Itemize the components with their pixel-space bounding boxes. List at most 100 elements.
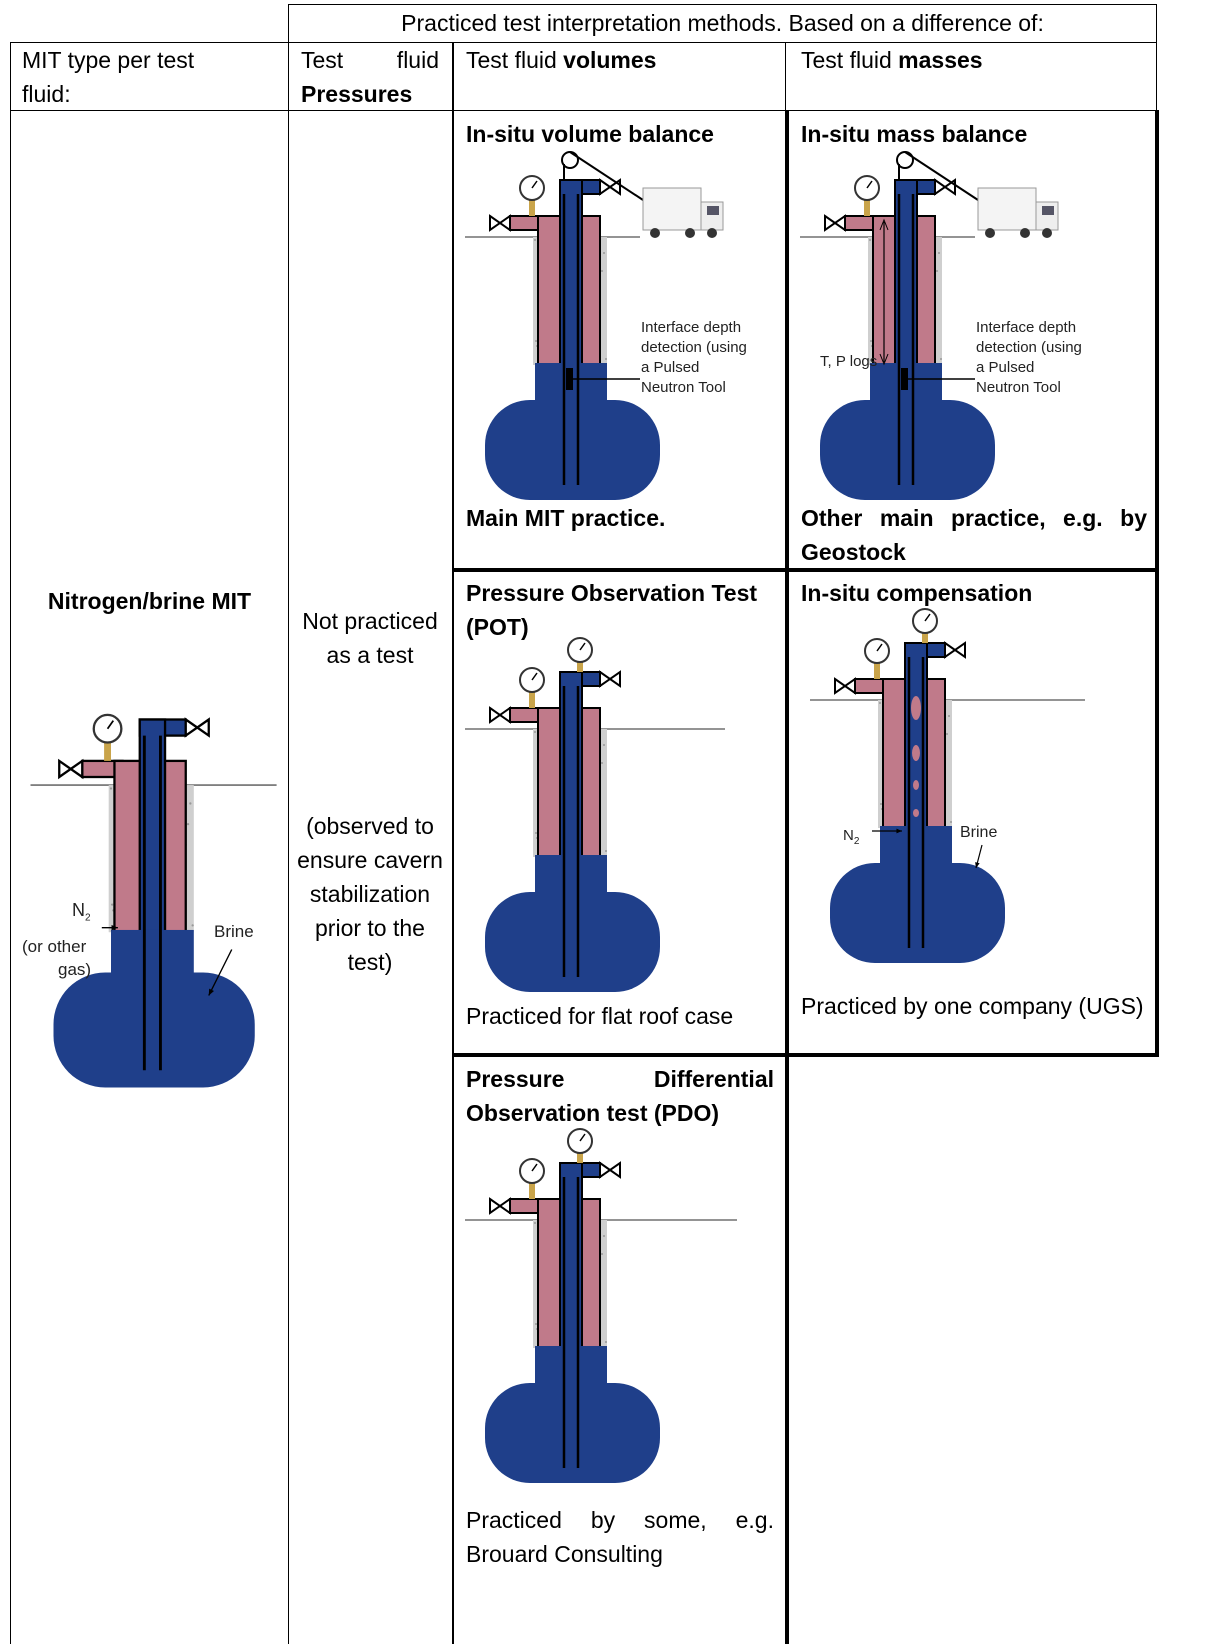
rock-grain <box>938 252 940 254</box>
valve <box>934 178 956 196</box>
cavern <box>485 400 660 500</box>
cavern <box>830 863 1005 963</box>
gas-bubble <box>911 696 921 720</box>
pressures-header: Pressures <box>301 81 413 107</box>
gas-bubble <box>912 745 920 761</box>
rock-grain <box>605 358 607 360</box>
pressures-header: Test fluid <box>301 47 439 73</box>
rock-grain <box>879 702 881 704</box>
arrow-head <box>879 353 889 366</box>
rock-grain <box>869 239 871 241</box>
cell-title: Pressure Differential Observation test (… <box>466 1066 774 1126</box>
pressures-note: (observed to ensure cavern stabilization… <box>297 813 443 975</box>
border <box>1156 4 1157 110</box>
gas-label: gas) <box>58 960 92 979</box>
arrow-head <box>879 218 889 231</box>
rock-grain <box>948 715 950 717</box>
rock-grain <box>601 1253 603 1255</box>
tp-logs-label: T, P logs <box>820 353 878 370</box>
cell-caption: Other main practice, e.g. by Geostock <box>801 505 1147 565</box>
valve <box>834 677 856 695</box>
rock-grain <box>603 1235 605 1237</box>
rock-grain <box>601 270 603 272</box>
cavern <box>485 892 660 992</box>
arrow <box>208 949 233 996</box>
volumes-header: Test fluid volumes <box>466 43 776 77</box>
truck-window <box>707 206 719 215</box>
gauge-stem <box>864 198 870 216</box>
gauge-stem <box>529 1181 535 1199</box>
border <box>10 42 11 1644</box>
gauge-stem <box>922 631 928 643</box>
gauge-needle <box>924 613 931 622</box>
interface-line: Neutron Tool <box>976 379 1061 396</box>
well-diagram <box>465 151 724 500</box>
header-text: Test fluid <box>466 47 557 73</box>
rock-grain <box>535 832 537 834</box>
cavern <box>53 972 255 1088</box>
rock-grain <box>535 340 537 342</box>
interface-line: Neutron Tool <box>641 379 726 396</box>
cell-caption: Practiced by one company (UGS) <box>801 993 1144 1019</box>
gas-bubble <box>913 809 919 817</box>
well-diagram <box>800 151 1059 500</box>
cell-caption: Practiced for flat roof case <box>466 1003 734 1029</box>
truck-wheel <box>685 228 695 238</box>
n2-label: N2 <box>72 900 91 929</box>
rock-grain <box>191 924 194 927</box>
cavern <box>820 400 995 500</box>
gas-bubble <box>913 780 919 790</box>
header-title: Practiced test interpretation methods. B… <box>401 10 1044 36</box>
gauge-needle <box>866 180 873 189</box>
well-diagram <box>465 637 725 992</box>
header-text: Test fluid <box>801 47 892 73</box>
rock-grain <box>603 252 605 254</box>
border <box>785 110 789 1644</box>
valve <box>599 670 621 688</box>
valve <box>599 1161 621 1179</box>
cell-title: In-situ volume balance <box>466 121 714 147</box>
truck-wheel <box>985 228 995 238</box>
brine-label: Brine <box>214 922 254 941</box>
rock-grain <box>111 903 114 906</box>
gauge-stem <box>874 661 880 679</box>
interface-line: a Pulsed <box>641 359 700 376</box>
rock-grain <box>936 270 938 272</box>
gauge-needle <box>531 672 538 681</box>
rock-grain <box>189 802 192 805</box>
border <box>10 42 1157 43</box>
interface-line: detection (using <box>976 339 1082 356</box>
border <box>288 4 289 1644</box>
interface-note: Interface depth detection (using a Pulsed N… <box>641 318 747 398</box>
cell-caption: Practiced by some, e.g. Brouard Consulti… <box>466 1507 774 1567</box>
truck-wheel <box>707 228 717 238</box>
gauge-needle <box>531 1163 538 1172</box>
interface-note: Interface depth detection (using a Pulsed N… <box>976 318 1082 398</box>
arrow-head <box>896 828 902 834</box>
border <box>1155 110 1159 1057</box>
truck-window <box>1042 206 1054 215</box>
neutron-tool <box>566 368 573 390</box>
rock-grain <box>601 762 603 764</box>
header-text: masses <box>898 47 983 73</box>
neutron-tool <box>901 368 908 390</box>
gauge <box>567 1128 593 1154</box>
masses-header: Test fluid masses <box>801 43 1151 77</box>
cell-title: In-situ compensation <box>801 580 1033 606</box>
cavern <box>485 1383 660 1483</box>
gauge-stem <box>529 690 535 708</box>
valve <box>184 717 210 738</box>
truck-wheel <box>1020 228 1030 238</box>
well-diagram <box>810 608 1085 963</box>
interface-line: detection (using <box>641 339 747 356</box>
interface-line: Interface depth <box>976 319 1077 336</box>
label-text: 2 <box>853 836 860 847</box>
rock-grain <box>950 821 952 823</box>
well-diagram <box>465 1128 737 1483</box>
mit-type-header: MIT type per test fluid: <box>22 47 195 107</box>
rock-grain <box>534 1222 536 1224</box>
gauge <box>92 713 123 744</box>
rock-grain <box>603 744 605 746</box>
label-text: N <box>843 827 854 844</box>
